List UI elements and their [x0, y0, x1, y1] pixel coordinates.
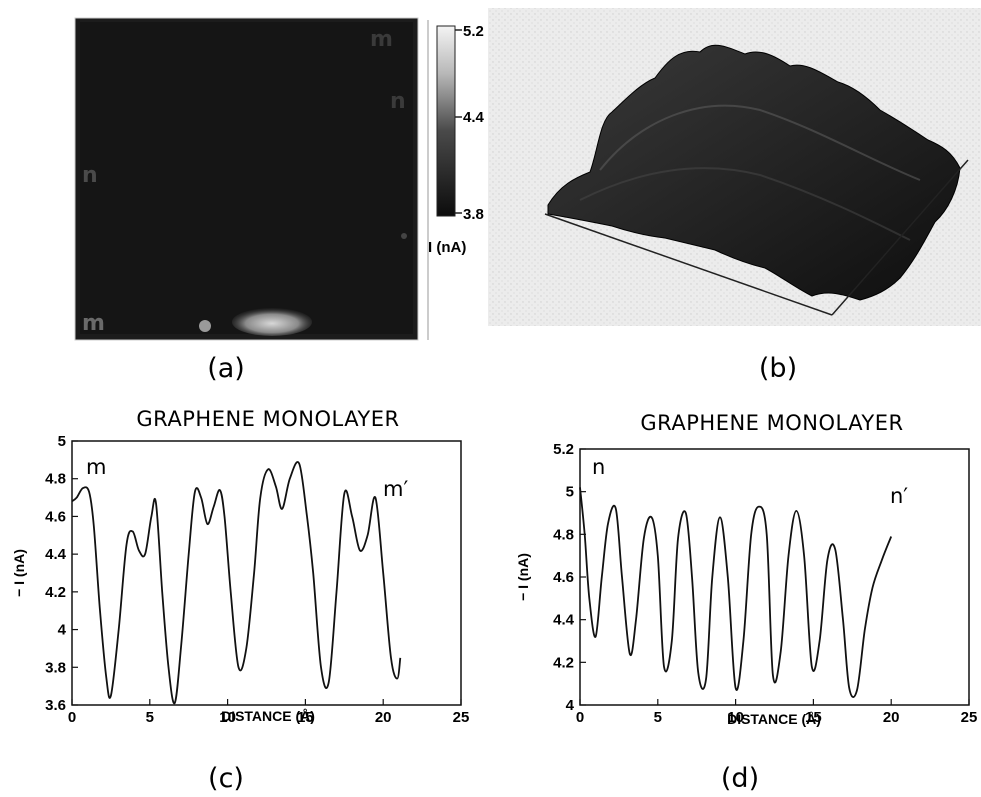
y-tick-label-c: 4 — [58, 622, 67, 639]
y-tick-label-d: 4.2 — [553, 654, 574, 671]
y-axis-label-c: − I (nA) — [11, 549, 27, 597]
y-tick-label-c: 4.8 — [45, 471, 66, 488]
y-tick-label-d: 4.4 — [553, 612, 575, 629]
x-axis-label-d: DISTANCE (Å) — [727, 711, 821, 727]
plot-frame-d — [579, 448, 970, 706]
x-tick-label-c: 15 — [297, 709, 314, 726]
x-tick-label-c: 5 — [146, 709, 154, 726]
y-tick-label-d: 4 — [566, 697, 575, 714]
corner-label-m-bottom: m — [82, 311, 105, 336]
annotation-end-c: m′ — [383, 477, 408, 501]
y-axis-label-d: − I (nA) — [515, 553, 531, 601]
x-tick-label-d: 25 — [961, 709, 978, 726]
x-tick-label-c: 10 — [219, 709, 236, 726]
data-line-c — [71, 461, 402, 705]
plot-frame-c — [71, 440, 462, 706]
y-tick-label-d: 5.2 — [553, 441, 574, 458]
x-axis-label-c: DISTANCE (Å) — [221, 708, 315, 724]
y-tick-label-d: 5 — [566, 484, 574, 501]
panel-label-b: (b) — [759, 353, 797, 384]
corner-label-n-right: n — [390, 89, 406, 114]
annotation-start-d: n — [592, 455, 605, 479]
colorbar-min: 3.8 — [463, 206, 484, 223]
x-tick-label-d: 15 — [805, 709, 822, 726]
y-tick-label-c: 4.4 — [45, 546, 67, 563]
x-tick-label-c: 0 — [68, 709, 76, 726]
y-tick-label-d: 4.8 — [553, 526, 574, 543]
y-tick-label-c: 5 — [58, 433, 66, 450]
y-tick-label-c: 4.2 — [45, 584, 66, 601]
colorbar-unit: I (nA) — [428, 239, 466, 256]
x-tick-label-d: 10 — [727, 709, 744, 726]
x-tick-label-c: 25 — [453, 709, 470, 726]
corner-label-n-left: n — [82, 163, 98, 188]
chart-c: GRAPHENE MONOLAYER 0 5 10 15 20 25 3.6 3.8 4 4.2 4… — [11, 407, 469, 726]
annotation-end-d: n′ — [890, 484, 908, 508]
panel-b — [488, 8, 981, 326]
y-tick-label-c: 3.8 — [45, 659, 66, 676]
panel-label-a: (a) — [207, 353, 245, 384]
chart-title-d: GRAPHENE MONOLAYER — [640, 411, 903, 435]
bright-spot — [232, 308, 312, 336]
panel-label-d: (d) — [721, 763, 759, 794]
base-edge-right — [831, 159, 969, 316]
colorbar-max: 5.2 — [463, 23, 484, 40]
x-tick-label-c: 20 — [375, 709, 392, 726]
y-tick-label-c: 3.6 — [45, 697, 66, 714]
base-edge-front — [544, 213, 833, 316]
annotation-start-c: m — [86, 455, 106, 479]
x-tick-label-d: 5 — [654, 709, 662, 726]
colorbar-mid: 4.4 — [463, 109, 485, 126]
data-line-d — [579, 487, 893, 698]
chart-title-c: GRAPHENE MONOLAYER — [136, 407, 399, 431]
panel-label-c: (c) — [208, 763, 244, 794]
y-tick-label-c: 4.6 — [45, 508, 66, 525]
colorbar — [436, 25, 456, 217]
x-tick-label-d: 0 — [576, 709, 584, 726]
chart-d: GRAPHENE MONOLAYER 0 5 10 15 20 25 4 4.2 4.4 4.6 4… — [515, 411, 977, 727]
corner-label-m-top: m — [370, 27, 393, 52]
y-tick-label-d: 4.6 — [553, 569, 574, 586]
panel-a: m n n m 5.2 4.4 3.8 I (nA) — [74, 17, 485, 341]
x-tick-label-d: 20 — [883, 709, 900, 726]
